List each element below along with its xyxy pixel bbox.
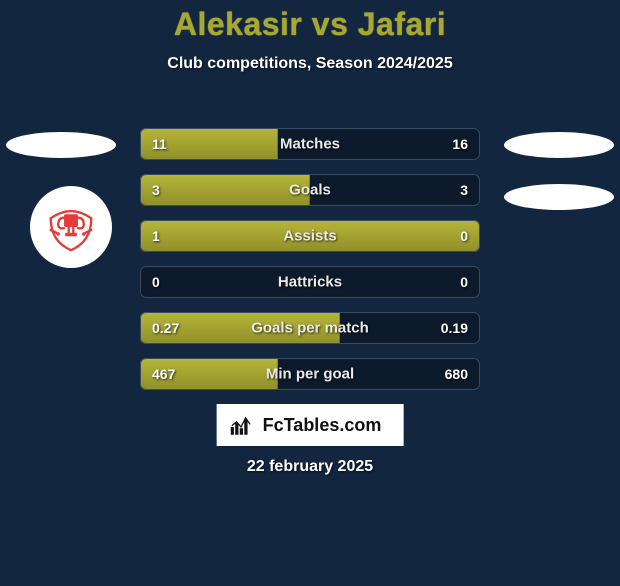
stat-value-left: 1 — [152, 228, 160, 244]
stat-value-left: 3 — [152, 182, 160, 198]
stat-bar-fill — [140, 174, 310, 206]
footer-date: 22 february 2025 — [247, 458, 373, 476]
stat-label: Matches — [280, 136, 340, 153]
stat-row: 0.27 Goals per match 0.19 — [140, 312, 480, 344]
stat-value-right: 680 — [445, 366, 468, 382]
stat-label: Hattricks — [278, 274, 342, 291]
player-left-shape — [6, 132, 116, 158]
stat-label: Min per goal — [266, 366, 354, 383]
stats-container: 11 Matches 16 3 Goals 3 1 Assists 0 0 Hattricks 0 0.… — [140, 128, 480, 404]
brand-badge: FcTables.com — [217, 404, 404, 446]
stat-value-left: 467 — [152, 366, 175, 382]
brand-text: FcTables.com — [263, 415, 382, 436]
stat-label: Goals per match — [251, 320, 369, 337]
page-subtitle: Club competitions, Season 2024/2025 — [0, 55, 620, 73]
stat-value-right: 3 — [460, 182, 468, 198]
player-right-shape-2 — [504, 184, 614, 210]
stat-row: 11 Matches 16 — [140, 128, 480, 160]
stat-value-left: 11 — [152, 136, 167, 152]
stat-label: Goals — [289, 182, 331, 199]
stat-value-right: 0 — [460, 228, 468, 244]
stat-bar-fill — [140, 266, 141, 298]
stat-row: 1 Assists 0 — [140, 220, 480, 252]
stat-value-left: 0 — [152, 274, 160, 290]
stat-label: Assists — [283, 228, 336, 245]
brand-logo-icon — [231, 414, 257, 436]
player-right-shape-1 — [504, 132, 614, 158]
stat-value-right: 16 — [452, 136, 468, 152]
stat-row: 0 Hattricks 0 — [140, 266, 480, 298]
trophy-icon — [42, 198, 100, 256]
page-title: Alekasir vs Jafari — [0, 6, 620, 43]
stat-value-right: 0.19 — [441, 320, 468, 336]
stat-row: 467 Min per goal 680 — [140, 358, 480, 390]
stat-value-left: 0.27 — [152, 320, 179, 336]
stat-value-right: 0 — [460, 274, 468, 290]
stat-row: 3 Goals 3 — [140, 174, 480, 206]
team-badge — [30, 186, 112, 268]
